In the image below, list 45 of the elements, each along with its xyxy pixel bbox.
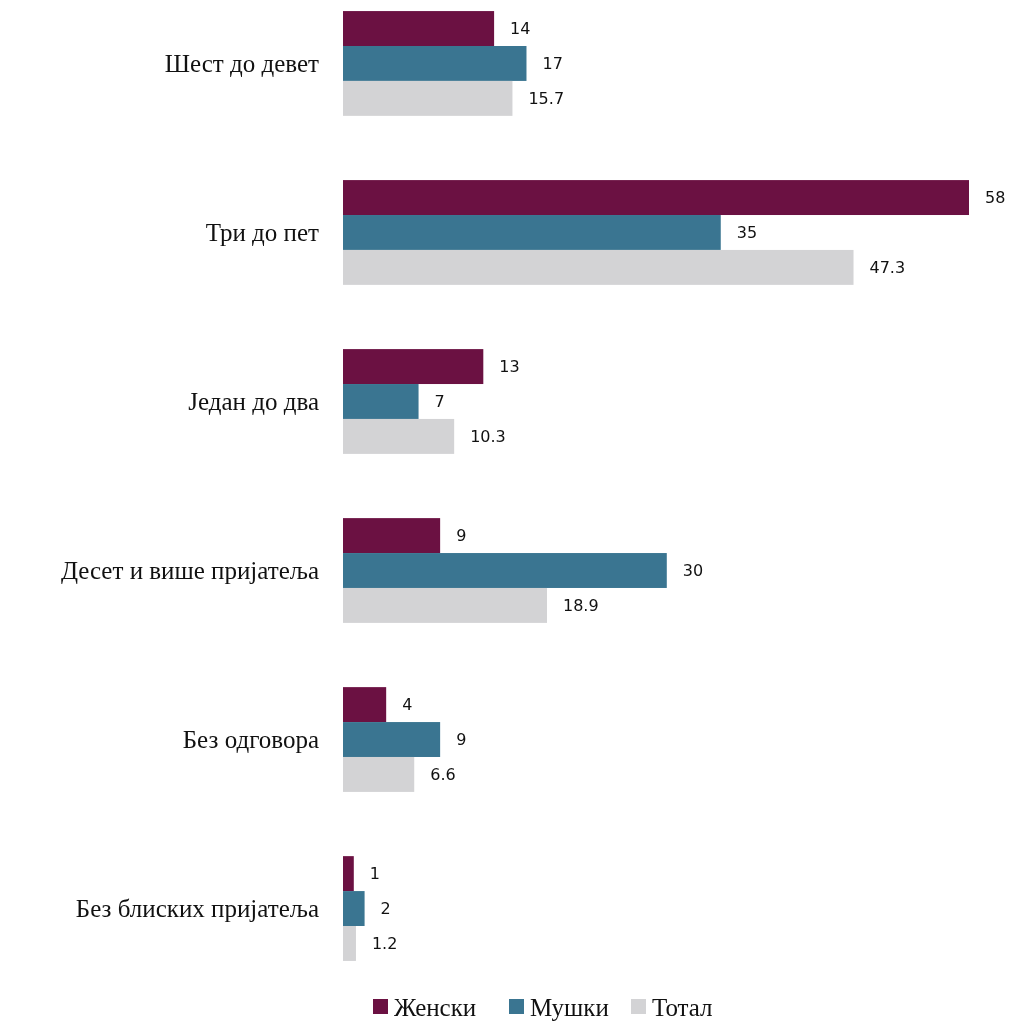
bar — [343, 722, 441, 757]
data-label: 2 — [380, 899, 391, 919]
legend-label: Тотал — [652, 993, 713, 1021]
bar — [343, 856, 354, 892]
bar — [343, 926, 356, 961]
bar — [343, 46, 527, 81]
data-label: 30 — [682, 561, 704, 581]
bar — [343, 80, 513, 116]
data-label: 13 — [499, 357, 520, 377]
bar — [343, 249, 854, 285]
y-tick-label: Три до пет — [205, 218, 320, 246]
bar — [343, 215, 721, 250]
bar — [343, 687, 387, 723]
bar — [343, 384, 419, 419]
y-tick-label: Без блиских пријатеља — [75, 895, 319, 923]
y-tick-label: Десет и више пријатеља — [60, 557, 319, 585]
data-label: 4 — [402, 695, 413, 715]
bar — [343, 180, 969, 216]
data-label: 7 — [434, 391, 445, 411]
data-label: 35 — [736, 222, 758, 242]
bar — [343, 553, 667, 588]
data-label: 9 — [456, 526, 467, 546]
bar — [343, 891, 365, 926]
y-tick-label: Шест до девет — [164, 49, 320, 77]
bar — [343, 587, 547, 623]
data-label: 15.7 — [528, 88, 565, 108]
data-label: 1 — [369, 864, 380, 884]
legend-label: Женски — [394, 993, 477, 1021]
y-tick-label: Без одговора — [182, 726, 319, 754]
legend-label: Мушки — [530, 993, 609, 1021]
data-label: 9 — [456, 730, 467, 750]
bar — [343, 418, 455, 454]
data-label: 58 — [985, 188, 1006, 208]
data-label: 18.9 — [562, 595, 599, 615]
y-tick-label: Један до два — [188, 387, 319, 415]
data-label: 17 — [542, 53, 563, 73]
data-label: 10.3 — [470, 426, 506, 446]
bar — [343, 756, 415, 792]
data-label: 6.6 — [430, 764, 456, 784]
bar — [343, 518, 441, 554]
bar — [343, 349, 484, 385]
data-label: 47.3 — [869, 257, 906, 277]
data-label: 14 — [510, 19, 531, 39]
bar — [343, 11, 495, 46]
data-label: 1.2 — [371, 933, 398, 953]
